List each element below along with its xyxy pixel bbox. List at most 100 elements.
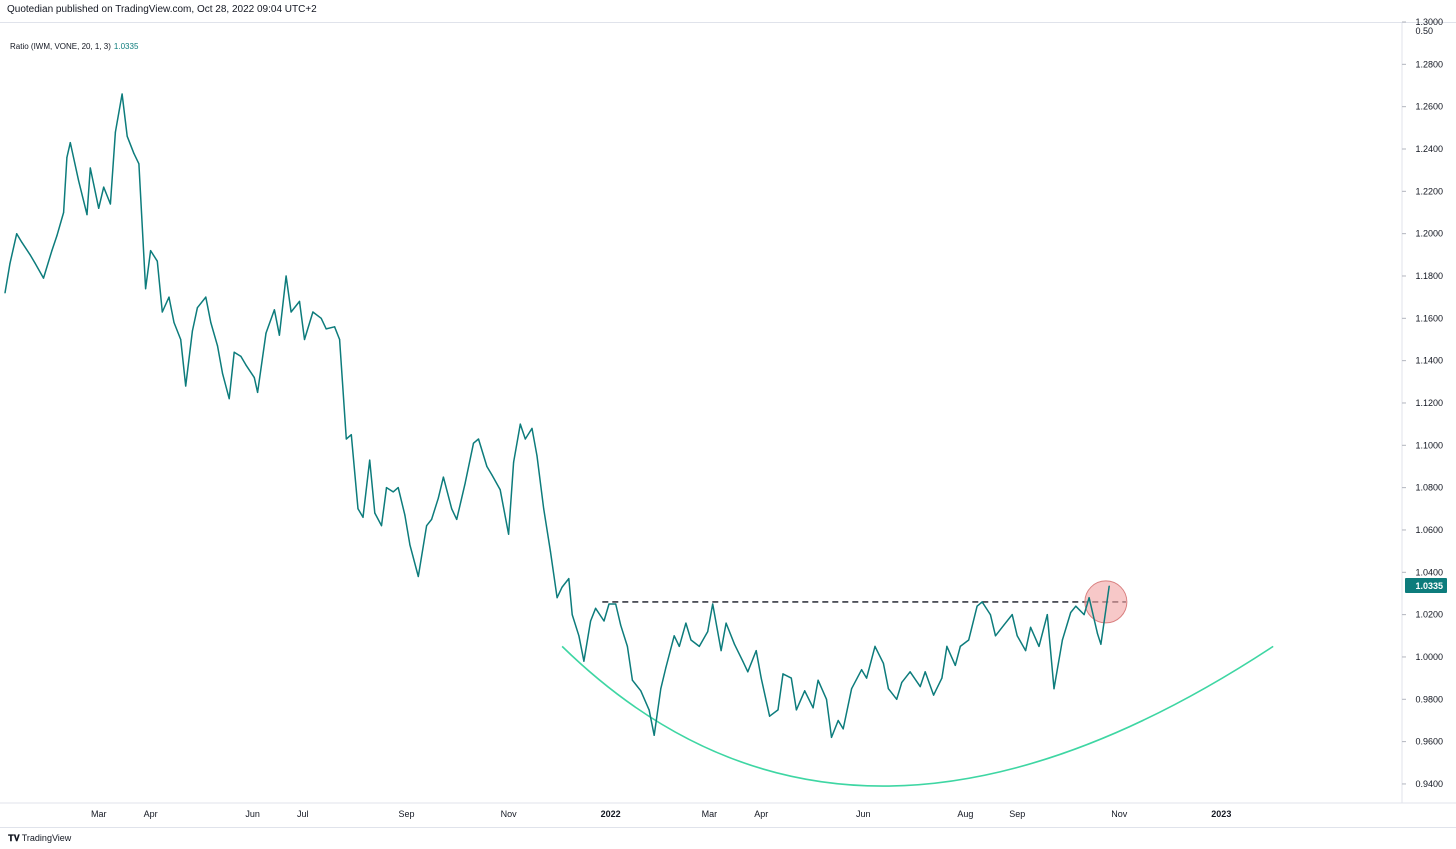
y-tick-label-12: 1.1800 [1415, 271, 1443, 281]
data-point-125 [795, 709, 798, 711]
chart-header: Quotedian published on TradingView.com, … [0, 0, 1456, 23]
data-point-51 [320, 317, 322, 319]
y-tick-label-18: 1.3000 [1415, 17, 1443, 27]
data-point-141 [909, 671, 911, 673]
data-point-32 [196, 307, 198, 309]
data-point-65 [404, 514, 406, 516]
data-point-137 [882, 662, 885, 664]
data-point-55 [345, 438, 347, 440]
y-tick-label-7: 1.0800 [1415, 483, 1443, 493]
data-point-38 [233, 351, 235, 353]
data-point-118 [747, 671, 749, 673]
data-point-44 [273, 309, 275, 311]
data-point-73 [456, 518, 458, 521]
data-point-104 [653, 734, 655, 736]
data-point-9 [63, 211, 65, 214]
data-point-139 [896, 698, 898, 700]
data-point-22 [138, 163, 140, 165]
data-point-164 [1075, 605, 1077, 607]
data-point-84 [531, 427, 533, 429]
x-tick-label-4: Sep [399, 809, 415, 819]
x-tick-label-0: Mar [91, 809, 107, 819]
data-point-86 [543, 508, 545, 510]
price-scale[interactable]: 0.9400 0.9600 0.9800 1.0000 1.0200 1.0400 1.06… [1402, 17, 1447, 789]
y-tick-label-5: 1.0400 [1415, 567, 1443, 577]
data-point-150 [976, 605, 978, 607]
data-point-76 [477, 438, 480, 440]
data-point-40 [245, 364, 247, 366]
data-point-33 [205, 296, 207, 298]
data-point-106 [665, 666, 667, 669]
data-point-78 [491, 474, 493, 476]
tradingview-logo[interactable]: 𝐓𝐕 TradingView [8, 833, 72, 843]
data-point-48 [298, 300, 301, 302]
data-point-152 [989, 614, 992, 616]
x-tick-label-2: Jun [245, 809, 260, 819]
data-point-96 [603, 620, 605, 622]
data-point-136 [874, 645, 876, 648]
data-point-36 [221, 372, 224, 374]
data-point-111 [698, 645, 700, 648]
data-point-70 [437, 497, 439, 499]
data-point-129 [825, 698, 828, 700]
data-point-20 [126, 135, 128, 137]
data-point-158 [1030, 626, 1032, 628]
data-point-4 [29, 254, 31, 256]
data-point-98 [615, 603, 617, 605]
data-point-126 [804, 690, 806, 692]
data-point-34 [210, 321, 212, 324]
data-point-18 [114, 131, 116, 133]
data-point-130 [830, 736, 833, 739]
data-point-162 [1061, 639, 1063, 641]
x-tick-label-10: Aug [957, 809, 973, 819]
data-point-153 [994, 635, 997, 637]
time-scale[interactable]: Mar Apr Jun Jul Sep Nov 2022 Mar Apr Jun Aug Sep Nov… [91, 809, 1231, 819]
data-point-167 [1096, 633, 1099, 635]
data-point-80 [508, 533, 510, 535]
ratio-series-line[interactable] [4, 93, 1110, 739]
data-point-88 [556, 597, 558, 599]
data-point-5 [34, 262, 36, 264]
data-point-0 [4, 292, 6, 294]
data-point-10 [66, 156, 68, 159]
y-tick-label-16: 1.2600 [1415, 102, 1443, 112]
brand-name: TradingView [21, 833, 72, 843]
data-point-89 [561, 586, 563, 588]
y-extra-label: 0.50 [1415, 26, 1433, 36]
data-point-63 [392, 491, 394, 493]
data-point-117 [742, 660, 744, 662]
data-point-46 [285, 275, 287, 277]
data-point-53 [334, 326, 336, 328]
plot-area[interactable] [4, 93, 1274, 787]
data-point-71 [442, 476, 444, 478]
data-point-143 [924, 671, 926, 673]
series-legend[interactable]: Ratio (IWM, VONE, 20, 1, 3) 1.0335 [10, 42, 138, 51]
data-point-95 [595, 607, 597, 609]
x-tick-label-3: Jul [297, 809, 309, 819]
data-point-127 [812, 707, 814, 709]
data-point-68 [426, 525, 428, 527]
data-point-42 [257, 391, 259, 393]
data-point-165 [1083, 614, 1085, 616]
data-point-72 [451, 508, 453, 510]
data-point-146 [946, 645, 948, 648]
data-point-43 [265, 332, 267, 334]
data-point-149 [968, 639, 970, 641]
data-point-94 [590, 620, 592, 622]
rounding-bottom-arc [561, 645, 1274, 787]
x-tick-label-12: Nov [1111, 809, 1128, 819]
data-point-75 [472, 442, 475, 444]
data-point-157 [1025, 650, 1027, 652]
data-point-90 [568, 578, 570, 580]
data-point-124 [790, 677, 792, 679]
data-point-132 [842, 728, 844, 730]
data-point-166 [1088, 597, 1090, 599]
data-point-145 [941, 677, 943, 679]
data-point-25 [156, 260, 158, 262]
y-tick-label-13: 1.2000 [1415, 229, 1443, 239]
data-point-140 [901, 681, 903, 684]
data-point-135 [866, 677, 868, 679]
data-point-113 [712, 603, 714, 605]
data-point-109 [685, 622, 687, 624]
